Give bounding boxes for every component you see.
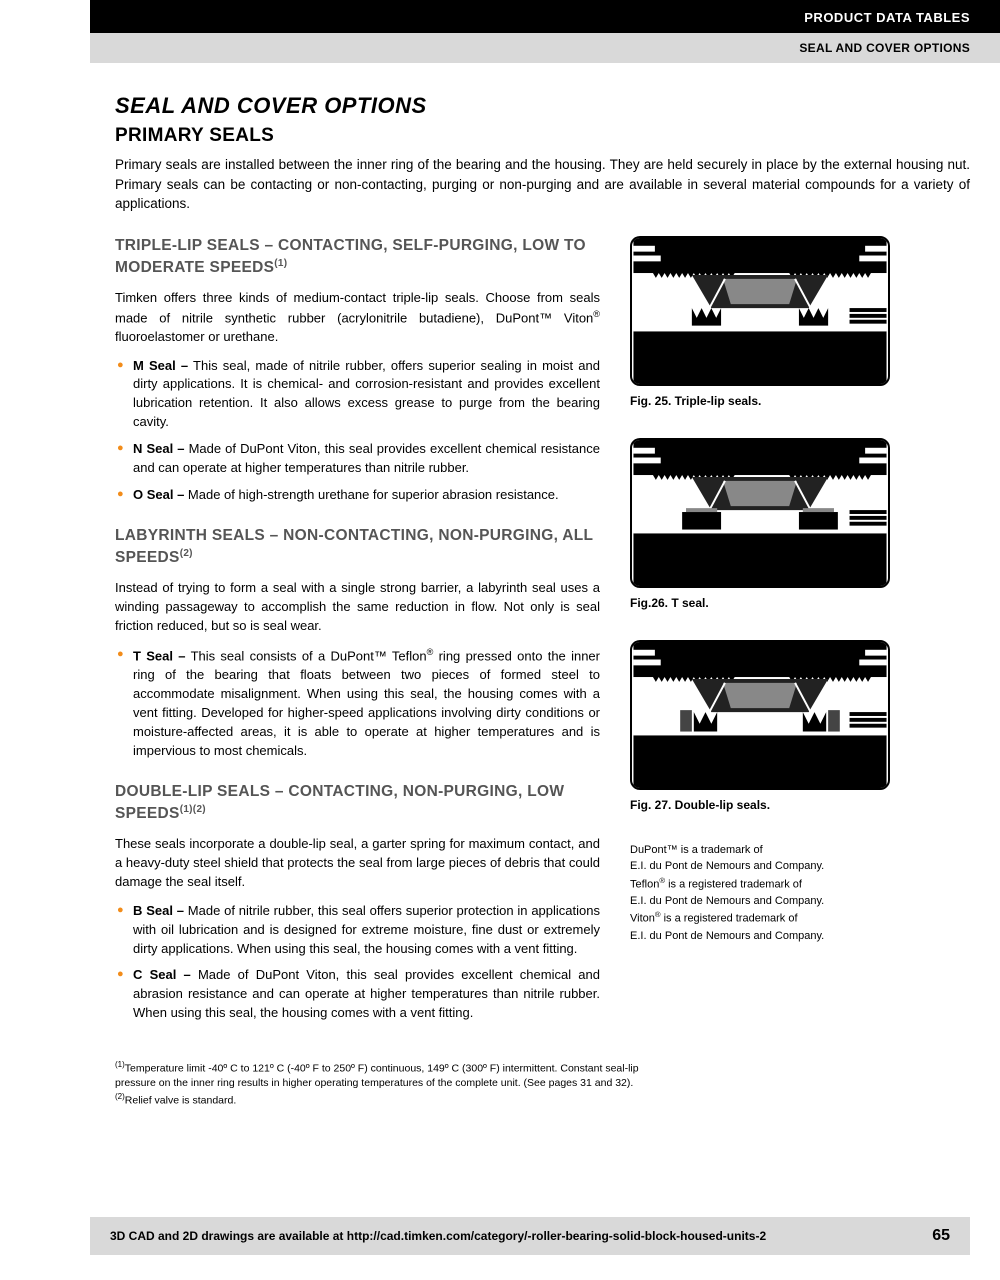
section-heading: TRIPLE-LIP SEALS – CONTACTING, SELF-PURG… (115, 236, 600, 279)
page-title: SEAL AND COVER OPTIONS (115, 93, 970, 119)
seal-list-item: B Seal – Made of nitrile rubber, this se… (115, 902, 600, 959)
intro-paragraph: Primary seals are installed between the … (115, 155, 970, 214)
page-content: SEAL AND COVER OPTIONS PRIMARY SEALS Pri… (0, 63, 1000, 1108)
seal-list-item: N Seal – Made of DuPont Viton, this seal… (115, 440, 600, 478)
right-column: Fig. 25. Triple-lip seals. Fig.26. T seal… (630, 236, 970, 1045)
seal-list: B Seal – Made of nitrile rubber, this se… (115, 902, 600, 1023)
page-subtitle: PRIMARY SEALS (115, 125, 970, 147)
seal-list: T Seal – This seal consists of a DuPont™… (115, 646, 600, 760)
footnotes: (1)Temperature limit -40º C to 121º C (-… (115, 1059, 970, 1108)
figure-diagram (630, 236, 890, 386)
page-number: 65 (932, 1227, 950, 1245)
figure-diagram (630, 438, 890, 588)
figure-caption: Fig. 27. Double-lip seals. (630, 798, 970, 812)
figure-caption: Fig.26. T seal. (630, 596, 970, 610)
section-body: Instead of trying to form a seal with a … (115, 579, 600, 636)
section-body: Timken offers three kinds of medium-cont… (115, 289, 600, 347)
header-gray-bar: SEAL AND COVER OPTIONS (90, 33, 1000, 63)
footer-text: 3D CAD and 2D drawings are available at … (110, 1229, 766, 1243)
section-heading: DOUBLE-LIP SEALS – CONTACTING, NON-PURGI… (115, 782, 600, 825)
seal-list-item: O Seal – Made of high-strength urethane … (115, 486, 600, 505)
trademark-note: DuPont™ is a trademark ofE.I. du Pont de… (630, 842, 970, 944)
figure-diagram (630, 640, 890, 790)
left-column: TRIPLE-LIP SEALS – CONTACTING, SELF-PURG… (115, 236, 600, 1045)
seal-list: M Seal – This seal, made of nitrile rubb… (115, 357, 600, 505)
seal-list-item: C Seal – Made of DuPont Viton, this seal… (115, 966, 600, 1023)
seal-list-item: M Seal – This seal, made of nitrile rubb… (115, 357, 600, 432)
section-heading: LABYRINTH SEALS – NON-CONTACTING, NON-PU… (115, 526, 600, 569)
footer-bar: 3D CAD and 2D drawings are available at … (90, 1217, 970, 1255)
figure-caption: Fig. 25. Triple-lip seals. (630, 394, 970, 408)
section-body: These seals incorporate a double-lip sea… (115, 835, 600, 892)
seal-list-item: T Seal – This seal consists of a DuPont™… (115, 646, 600, 760)
header-black-bar: PRODUCT DATA TABLES (90, 0, 1000, 33)
